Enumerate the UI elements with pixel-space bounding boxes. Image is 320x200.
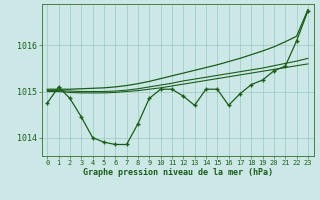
X-axis label: Graphe pression niveau de la mer (hPa): Graphe pression niveau de la mer (hPa) xyxy=(83,168,273,177)
